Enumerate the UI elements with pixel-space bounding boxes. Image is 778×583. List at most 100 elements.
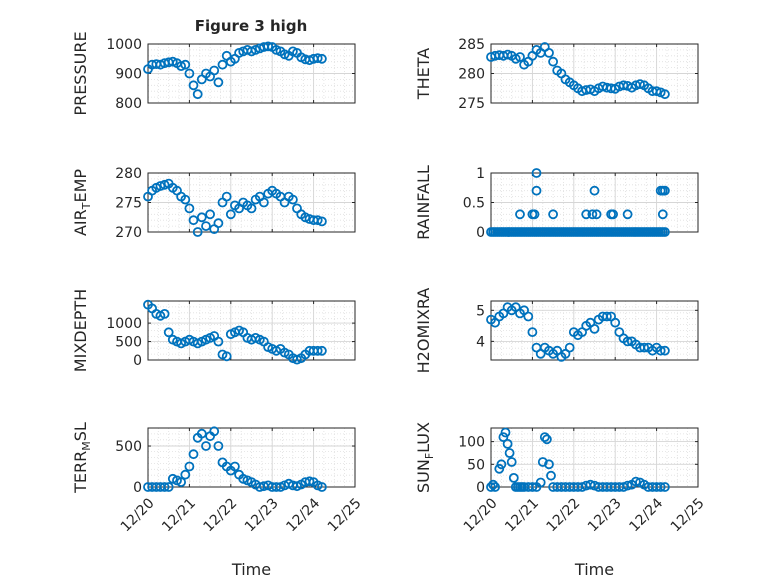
data-point <box>537 457 548 467</box>
data-point <box>184 461 195 472</box>
data-point <box>184 68 195 79</box>
data-point <box>508 472 519 483</box>
data-point <box>631 476 641 487</box>
data-point <box>622 480 633 491</box>
x-tick-label: 12/24 <box>283 495 323 535</box>
data-point <box>523 311 534 322</box>
x-tick-label: 12/24 <box>626 495 666 535</box>
data-point <box>591 209 602 220</box>
x-tick-label: 12/23 <box>242 495 282 535</box>
data-point <box>205 209 216 220</box>
y-tick-label: 1 <box>476 166 485 182</box>
data-point <box>527 482 538 492</box>
x-axis-label: Time <box>574 560 614 579</box>
data-point <box>542 434 552 445</box>
data-point <box>498 432 509 443</box>
data-point <box>196 428 207 439</box>
data-point <box>221 191 232 202</box>
data-point <box>188 449 199 460</box>
figure-title: Figure 3 high <box>195 17 308 35</box>
data-point <box>660 89 670 100</box>
data-point <box>502 49 513 60</box>
data-point <box>581 209 592 220</box>
y-axis-label: AIRTEMP <box>71 169 93 236</box>
data-point <box>287 194 298 205</box>
data-point <box>618 80 629 91</box>
data-point <box>209 426 220 437</box>
data-point <box>622 336 633 347</box>
data-point <box>502 438 513 449</box>
data-point <box>201 221 211 232</box>
data-point <box>209 65 220 76</box>
data-point <box>544 48 554 58</box>
data-point <box>312 345 323 356</box>
data-point <box>217 59 228 70</box>
data-point <box>548 209 558 220</box>
x-axis-label: Time <box>231 560 271 579</box>
x-tick-label: 12/20 <box>118 495 158 535</box>
y-tick-label: 0.5 <box>463 196 485 212</box>
x-tick-label: 12/25 <box>325 495 365 535</box>
data-point <box>184 203 195 214</box>
data-point <box>587 209 598 220</box>
data-point <box>529 209 540 220</box>
data-point <box>660 345 670 356</box>
y-tick-label: 1000 <box>106 316 142 332</box>
data-point <box>163 327 174 338</box>
data-point <box>531 168 542 178</box>
data-point <box>504 448 515 458</box>
y-tick-label: 500 <box>115 335 142 351</box>
data-point <box>655 482 666 492</box>
y-tick-label: 0 <box>133 353 142 369</box>
data-point <box>515 52 525 62</box>
x-tick-label: 12/22 <box>544 495 584 535</box>
x-tick-label: 12/22 <box>201 495 241 535</box>
data-point <box>490 482 501 492</box>
data-point <box>180 194 191 205</box>
y-tick-label: 800 <box>115 96 142 112</box>
data-point <box>292 354 302 365</box>
data-point <box>213 77 224 88</box>
y-tick-label: 0 <box>133 480 142 496</box>
subplot-rainfall: 0 0.5 1 RAINFALL <box>414 165 699 241</box>
y-axis-label: TERRMSL <box>71 422 93 494</box>
data-point <box>316 216 327 227</box>
data-point <box>304 476 315 487</box>
data-point <box>622 209 633 220</box>
data-point <box>312 215 323 226</box>
axes-box <box>147 300 356 361</box>
data-point <box>564 342 575 353</box>
data-point <box>655 345 666 356</box>
data-point <box>486 482 496 492</box>
x-tick-label: 12/25 <box>668 495 708 535</box>
subplot-terr-msl: 0 500 TERRMSL 12/20 12/21 12/22 12/23 12/24 12/2… <box>71 422 365 579</box>
data-point <box>192 227 203 237</box>
y-tick-label: 100 <box>458 435 485 451</box>
y-tick-label: 500 <box>115 439 142 455</box>
data-point <box>263 41 274 52</box>
data-point <box>544 459 554 470</box>
data-point <box>159 308 170 319</box>
data-point <box>548 56 558 67</box>
data-point <box>589 185 600 196</box>
y-tick-label: 900 <box>115 67 142 83</box>
data-point <box>196 212 207 223</box>
y-tick-label: 285 <box>458 37 485 53</box>
data-point <box>312 53 323 64</box>
data-point <box>221 351 232 362</box>
data-point <box>213 336 224 347</box>
data-point <box>657 209 668 220</box>
axes-box <box>490 300 699 361</box>
data-point <box>635 79 645 89</box>
data-point <box>316 345 327 356</box>
y-tick-label: 275 <box>115 196 142 212</box>
y-axis-label: PRESSURE <box>71 31 90 115</box>
data-point <box>188 80 199 91</box>
subplot-mixdepth: 0 500 1000 MIXDEPTH <box>71 289 356 372</box>
y-tick-label: 280 <box>458 67 485 83</box>
y-tick-label: 5 <box>476 303 485 319</box>
data-point <box>188 215 199 226</box>
y-tick-label: 0 <box>476 225 485 241</box>
data-point <box>531 185 542 196</box>
